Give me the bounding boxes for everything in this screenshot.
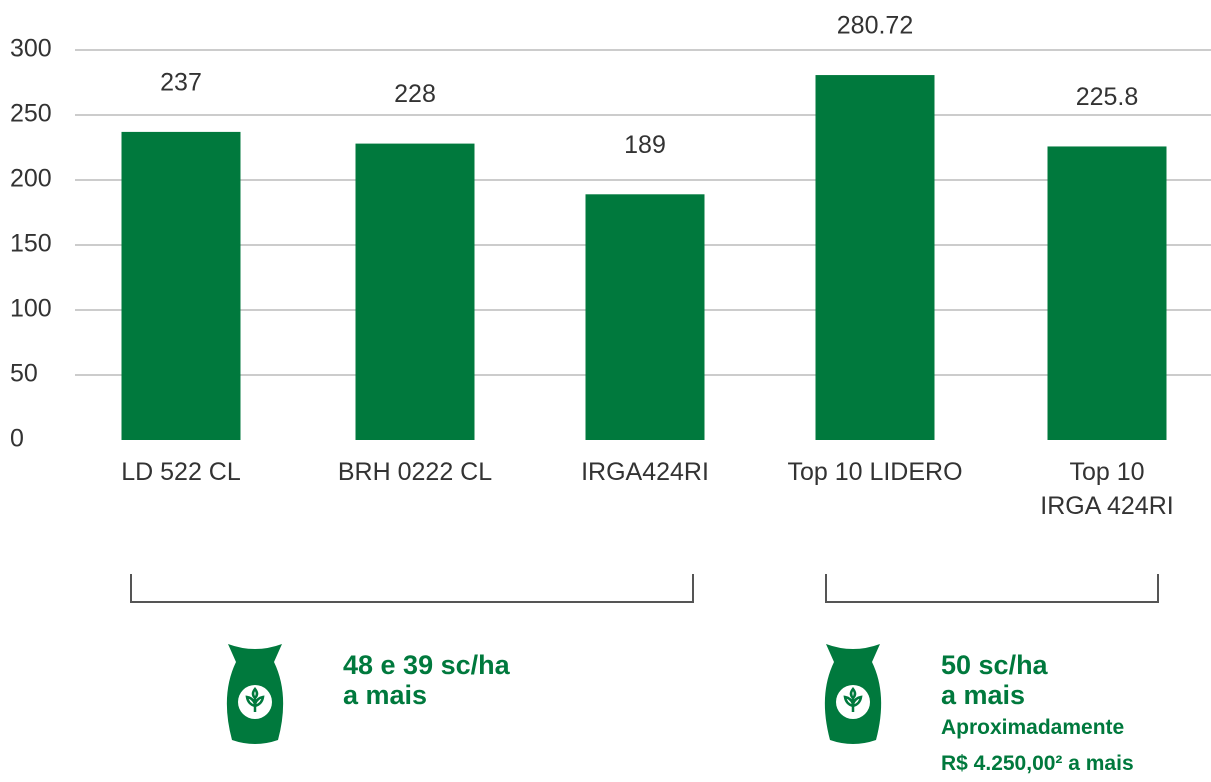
x-tick-label: Top 10 IRGA 424RI	[1040, 458, 1174, 520]
bar	[121, 131, 241, 440]
y-tick-label: 100	[10, 295, 52, 323]
brackets	[130, 574, 1159, 603]
x-tick-label: Top 10 LIDERO	[787, 458, 963, 486]
bar	[585, 194, 705, 440]
value-label: 228	[394, 80, 436, 108]
annotation: 50 sc/ha a mais	[941, 650, 1048, 710]
value-label: 189	[624, 131, 666, 159]
y-tick-label: 150	[10, 230, 52, 258]
x-tick-label: IRGA424RI	[581, 458, 709, 486]
bar	[1047, 146, 1167, 440]
bracket-left	[130, 574, 694, 603]
sack-icon	[226, 644, 284, 744]
value-label: 280.72	[837, 12, 913, 40]
x-tick-label: LD 522 CL	[121, 458, 241, 486]
bracket-right	[825, 574, 1159, 603]
x-tick-label: BRH 0222 CL	[337, 458, 493, 486]
bar	[815, 75, 935, 441]
y-tick-label: 300	[10, 35, 52, 63]
y-tick-label: 50	[10, 360, 38, 388]
y-tick-label: 250	[10, 100, 52, 128]
value-label: 225.8	[1076, 83, 1139, 111]
value-label: 237	[160, 69, 202, 97]
sack-icon	[824, 644, 882, 744]
annotation: 48 e 39 sc/ha a mais	[343, 650, 510, 710]
annotation: Aproximadamente R$ 4.250,00² a mais	[941, 716, 1134, 775]
y-tick-label: 0	[10, 425, 24, 453]
y-tick-label: 200	[10, 165, 52, 193]
bar	[355, 143, 475, 440]
